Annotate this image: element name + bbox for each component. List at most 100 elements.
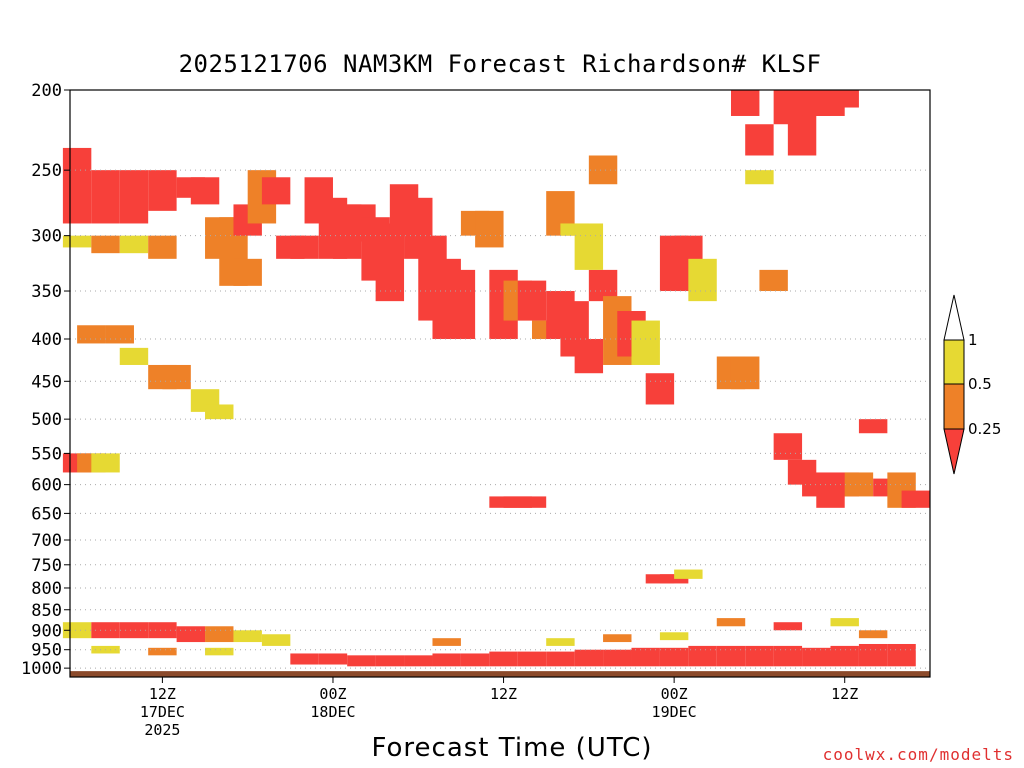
ri-boundary-cell bbox=[887, 643, 916, 667]
ri-cell bbox=[446, 269, 476, 339]
ri-cell bbox=[901, 490, 930, 508]
ri-cell bbox=[830, 90, 859, 108]
ri-cell bbox=[62, 147, 92, 224]
x-tick-label: 17DEC bbox=[140, 703, 185, 721]
ri-cell bbox=[588, 269, 618, 302]
ri-cell bbox=[62, 235, 92, 248]
ri-cell bbox=[148, 235, 177, 259]
ground-band bbox=[70, 671, 930, 677]
ri-cell bbox=[119, 347, 149, 365]
ri-boundary-cell bbox=[261, 634, 291, 646]
ri-cell bbox=[261, 177, 291, 205]
x-tick-label: 00Z bbox=[319, 685, 346, 703]
ri-boundary-cell bbox=[773, 645, 803, 667]
x-tick-label: 12Z bbox=[149, 685, 176, 703]
ri-boundary-cell bbox=[233, 630, 262, 643]
ri-cell bbox=[148, 170, 177, 211]
y-tick-label: 800 bbox=[31, 579, 62, 599]
ri-boundary-cell bbox=[432, 638, 461, 646]
ri-cell bbox=[759, 269, 788, 292]
colorbar-top-arrow bbox=[943, 294, 965, 341]
ri-boundary-cell bbox=[290, 653, 319, 665]
ri-cell bbox=[844, 472, 874, 497]
ri-cell bbox=[730, 356, 760, 390]
credit-link[interactable]: coolwx.com/modelts bbox=[822, 745, 1014, 764]
y-tick-label: 200 bbox=[31, 81, 62, 101]
ri-cell bbox=[674, 569, 703, 579]
ri-boundary-cell bbox=[603, 649, 632, 667]
y-tick-label: 700 bbox=[31, 531, 62, 551]
x-axis-label: Forecast Time (UTC) bbox=[371, 733, 653, 763]
plot-frame bbox=[69, 89, 931, 678]
ri-boundary-cell bbox=[858, 643, 888, 667]
ri-boundary-cell bbox=[830, 618, 859, 627]
y-tick-label: 250 bbox=[31, 161, 62, 181]
ri-boundary-cell bbox=[773, 622, 803, 631]
x-tick-label: 12Z bbox=[831, 685, 858, 703]
colorbar-bottom-arrow bbox=[943, 428, 965, 475]
y-tick-label: 850 bbox=[31, 601, 62, 621]
ri-cell bbox=[631, 320, 660, 365]
ri-cell bbox=[233, 258, 262, 286]
y-tick-label: 1000 bbox=[21, 659, 62, 679]
ri-boundary-cell bbox=[745, 645, 774, 667]
ri-boundary-cell bbox=[347, 655, 376, 667]
ri-cell bbox=[205, 404, 234, 420]
ri-boundary-cell bbox=[375, 655, 405, 667]
y-tick-label: 400 bbox=[31, 330, 62, 350]
ri-boundary-cell bbox=[517, 651, 547, 667]
y-tick-label: 350 bbox=[31, 282, 62, 302]
ri-cell bbox=[688, 258, 717, 302]
ri-cell bbox=[91, 235, 120, 254]
ri-boundary-cell bbox=[716, 618, 746, 627]
x-tick-label: 2025 bbox=[144, 721, 180, 739]
ri-cell bbox=[574, 338, 604, 374]
ri-boundary-cell bbox=[489, 651, 518, 667]
ri-boundary-cell bbox=[432, 653, 461, 667]
y-tick-label: 900 bbox=[31, 621, 62, 641]
y-tick-label: 650 bbox=[31, 504, 62, 524]
ri-boundary-cell bbox=[858, 630, 888, 639]
ri-boundary-cell bbox=[460, 653, 490, 667]
ri-cell bbox=[91, 453, 120, 473]
y-tick-label: 550 bbox=[31, 444, 62, 464]
x-tick-label: 19DEC bbox=[652, 703, 697, 721]
x-tick-label: 00Z bbox=[661, 685, 688, 703]
ri-cell bbox=[119, 170, 149, 224]
colorbar-bin-mid bbox=[943, 383, 965, 430]
colorbar-label: 1 bbox=[968, 331, 978, 349]
colorbar-label: 0.25 bbox=[968, 420, 1001, 438]
ri-boundary-cell bbox=[404, 655, 433, 667]
ri-boundary-cell bbox=[205, 647, 234, 656]
ri-cell bbox=[190, 177, 220, 205]
y-tick-label: 450 bbox=[31, 372, 62, 392]
ri-boundary-cell bbox=[546, 651, 575, 667]
ri-cell bbox=[588, 155, 618, 185]
ri-boundary-cell bbox=[574, 649, 604, 667]
richardson-cells bbox=[62, 90, 930, 667]
chart-title: 2025121706 NAM3KM Forecast Richardson# K… bbox=[178, 50, 822, 78]
ri-cell bbox=[517, 496, 547, 508]
pressure-gridlines bbox=[70, 169, 930, 669]
ri-cell bbox=[77, 325, 106, 344]
y-tick-label: 600 bbox=[31, 476, 62, 496]
ri-cell bbox=[119, 235, 149, 254]
ri-cell bbox=[730, 90, 760, 116]
ri-boundary-cell bbox=[631, 647, 660, 667]
ri-cell bbox=[517, 280, 547, 321]
y-tick-label: 950 bbox=[31, 641, 62, 661]
ri-cell bbox=[645, 373, 675, 405]
colorbar-legend: 1 0.5 0.25 bbox=[943, 294, 1001, 475]
ri-boundary-cell bbox=[148, 647, 177, 656]
ri-boundary-cell bbox=[176, 626, 206, 643]
ri-cell bbox=[745, 124, 774, 156]
ri-cell bbox=[858, 419, 888, 434]
ri-cell bbox=[375, 223, 405, 302]
ri-cell bbox=[162, 364, 191, 390]
y-tick-label: 300 bbox=[31, 227, 62, 247]
x-tick-label: 18DEC bbox=[310, 703, 355, 721]
ri-boundary-cell bbox=[830, 645, 859, 667]
ri-boundary-cell bbox=[603, 634, 632, 643]
ground-fill bbox=[70, 671, 930, 677]
